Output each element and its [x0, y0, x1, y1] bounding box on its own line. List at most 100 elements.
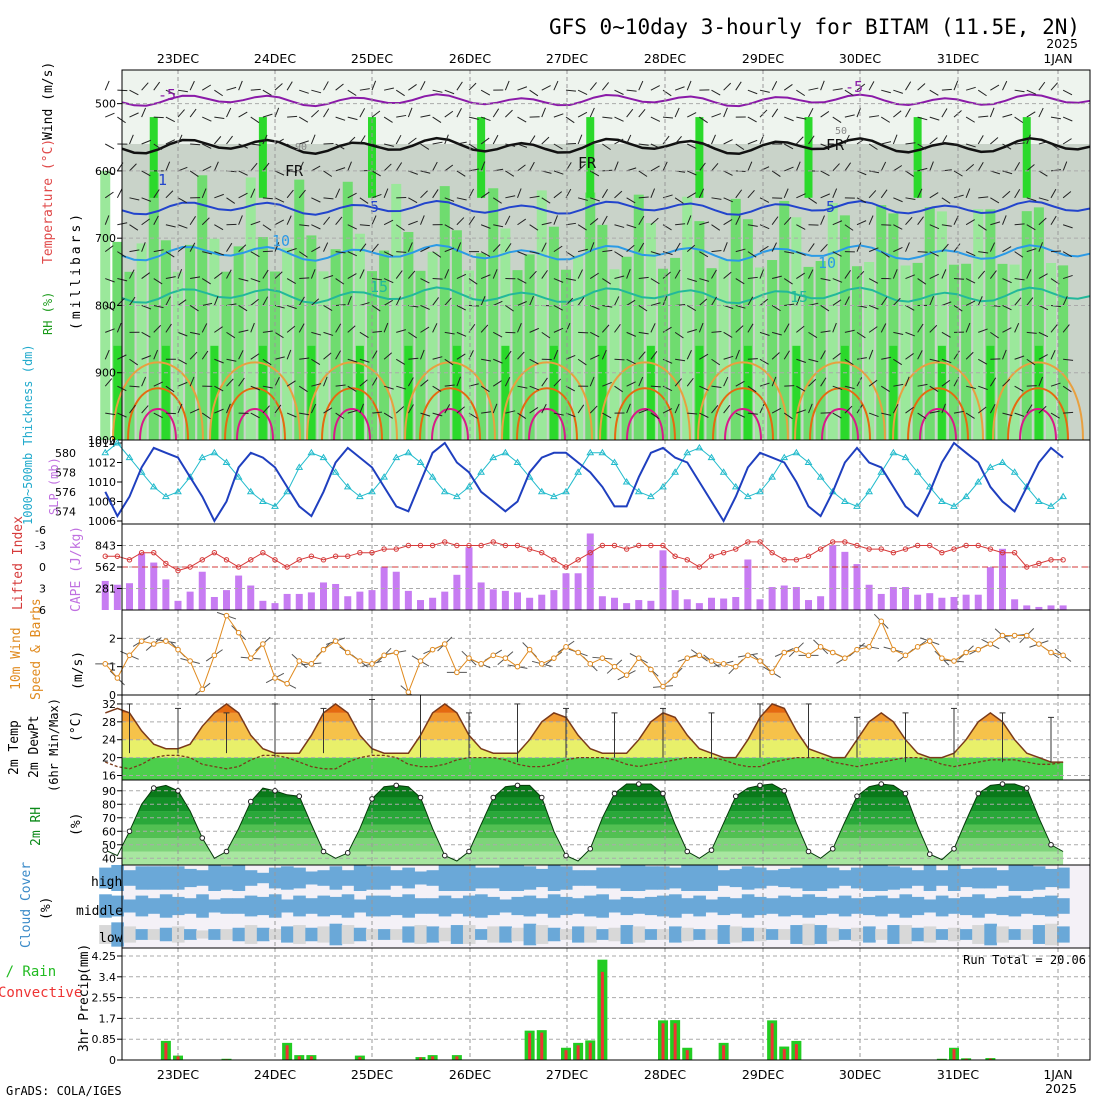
wind-barb: [201, 84, 212, 91]
cloud-high: [159, 866, 173, 890]
cloud-high: [99, 867, 112, 889]
rh-point: [296, 793, 303, 799]
year-label-bottom: 2025: [1045, 1081, 1077, 1096]
wind-barb: [784, 251, 795, 254]
wind-barb: [917, 143, 927, 150]
wind-barb: [493, 224, 504, 228]
wind-barb: [626, 331, 636, 337]
li-point: [345, 553, 351, 559]
wind-barb: [250, 88, 261, 91]
li-point: [151, 549, 157, 556]
wind-barb: [492, 269, 498, 279]
wind-barb: [1050, 304, 1061, 308]
rh-point: [417, 794, 424, 801]
cloud-high: [802, 865, 816, 891]
precip-conv-bar: [564, 1050, 568, 1060]
wind-barb: [250, 162, 258, 172]
wind-barb: [395, 406, 405, 414]
wind10-point: [381, 652, 387, 659]
y-tick-label: 80: [102, 798, 116, 811]
wind-barb: [747, 358, 758, 360]
wind-barb: [529, 327, 539, 333]
wind-barb: [177, 166, 188, 172]
wind-barb: [153, 215, 159, 225]
y-tick-label: 900: [95, 367, 116, 380]
thickness-point: [986, 463, 995, 470]
li-point: [454, 542, 460, 549]
wind10-point: [102, 661, 109, 667]
cloud-middle: [281, 899, 294, 913]
wind10-point: [502, 655, 509, 661]
y-tick-label: 1.7: [99, 1012, 117, 1025]
cloud-label: Cloud Cover: [19, 862, 34, 948]
wind-barb: [238, 350, 244, 360]
cloud-low: [850, 927, 864, 942]
wind-barb: [1062, 274, 1073, 280]
wind-barb: [529, 358, 539, 365]
wind-barb: [153, 116, 164, 119]
wind-barb: [662, 271, 671, 279]
wind-barb: [650, 85, 660, 91]
thickness-point: [962, 492, 971, 500]
thickness-point: [440, 487, 449, 495]
cloud-middle: [475, 894, 488, 918]
cloud-low: [159, 927, 173, 942]
wind-barb: [420, 81, 426, 91]
wind-barb: [529, 407, 539, 414]
cloud-low: [887, 925, 900, 944]
wind-barb: [1014, 355, 1025, 360]
cloud-high: [111, 865, 124, 891]
precip-conv-bar: [794, 1044, 798, 1060]
cape-bar: [598, 596, 606, 610]
thickness-point: [707, 453, 716, 461]
cloud-high: [875, 865, 888, 891]
wind-barb: [602, 116, 613, 119]
wind-barb: [371, 80, 377, 91]
wind-barb: [735, 81, 742, 91]
rh-column: [864, 261, 875, 440]
wind-barb: [444, 269, 450, 279]
cloud-low: [947, 927, 961, 942]
thickness-point: [634, 487, 643, 495]
wind-barb: [868, 304, 879, 310]
wind-barb: [699, 116, 708, 124]
wind-barb: [1038, 140, 1049, 145]
wind10-point: [114, 675, 121, 681]
cloud-middle: [729, 898, 743, 914]
wind-barb: [711, 296, 718, 306]
wind-barb: [480, 116, 491, 122]
wind-barb: [674, 378, 682, 387]
cloud-middle: [438, 895, 452, 917]
rh-point: [878, 781, 885, 787]
wind-barb: [214, 251, 224, 256]
wind-barb: [723, 376, 729, 387]
wind-barb: [674, 269, 681, 279]
li-point: [587, 549, 593, 556]
wind-barb: [723, 82, 732, 91]
cloud-low: [838, 929, 852, 940]
wind-barb: [614, 358, 625, 361]
wind-barb: [929, 324, 938, 333]
cape-bar: [1011, 599, 1019, 610]
cape-bar: [768, 587, 776, 610]
wind-barb: [468, 143, 478, 150]
wind-barb: [662, 326, 672, 333]
wind-barb: [686, 305, 697, 312]
wind-barb: [650, 385, 661, 388]
precip-conv-bar: [176, 1056, 180, 1060]
thickness-point: [404, 448, 413, 456]
wind-barb: [638, 196, 649, 199]
cape-bar: [865, 584, 873, 610]
wind-barb: [153, 189, 160, 199]
precip-conv-bar: [988, 1058, 992, 1060]
rh-column: [803, 266, 814, 440]
wind-barb: [602, 412, 612, 419]
cloud-high: [911, 870, 925, 886]
cloud-high: [341, 870, 355, 886]
wind10-point: [926, 638, 933, 644]
wind-barb: [299, 277, 310, 280]
y-tick-label: 70: [102, 812, 116, 825]
li-point: [1060, 557, 1066, 563]
wind-barb: [517, 164, 526, 172]
cloud-low: [778, 929, 791, 940]
